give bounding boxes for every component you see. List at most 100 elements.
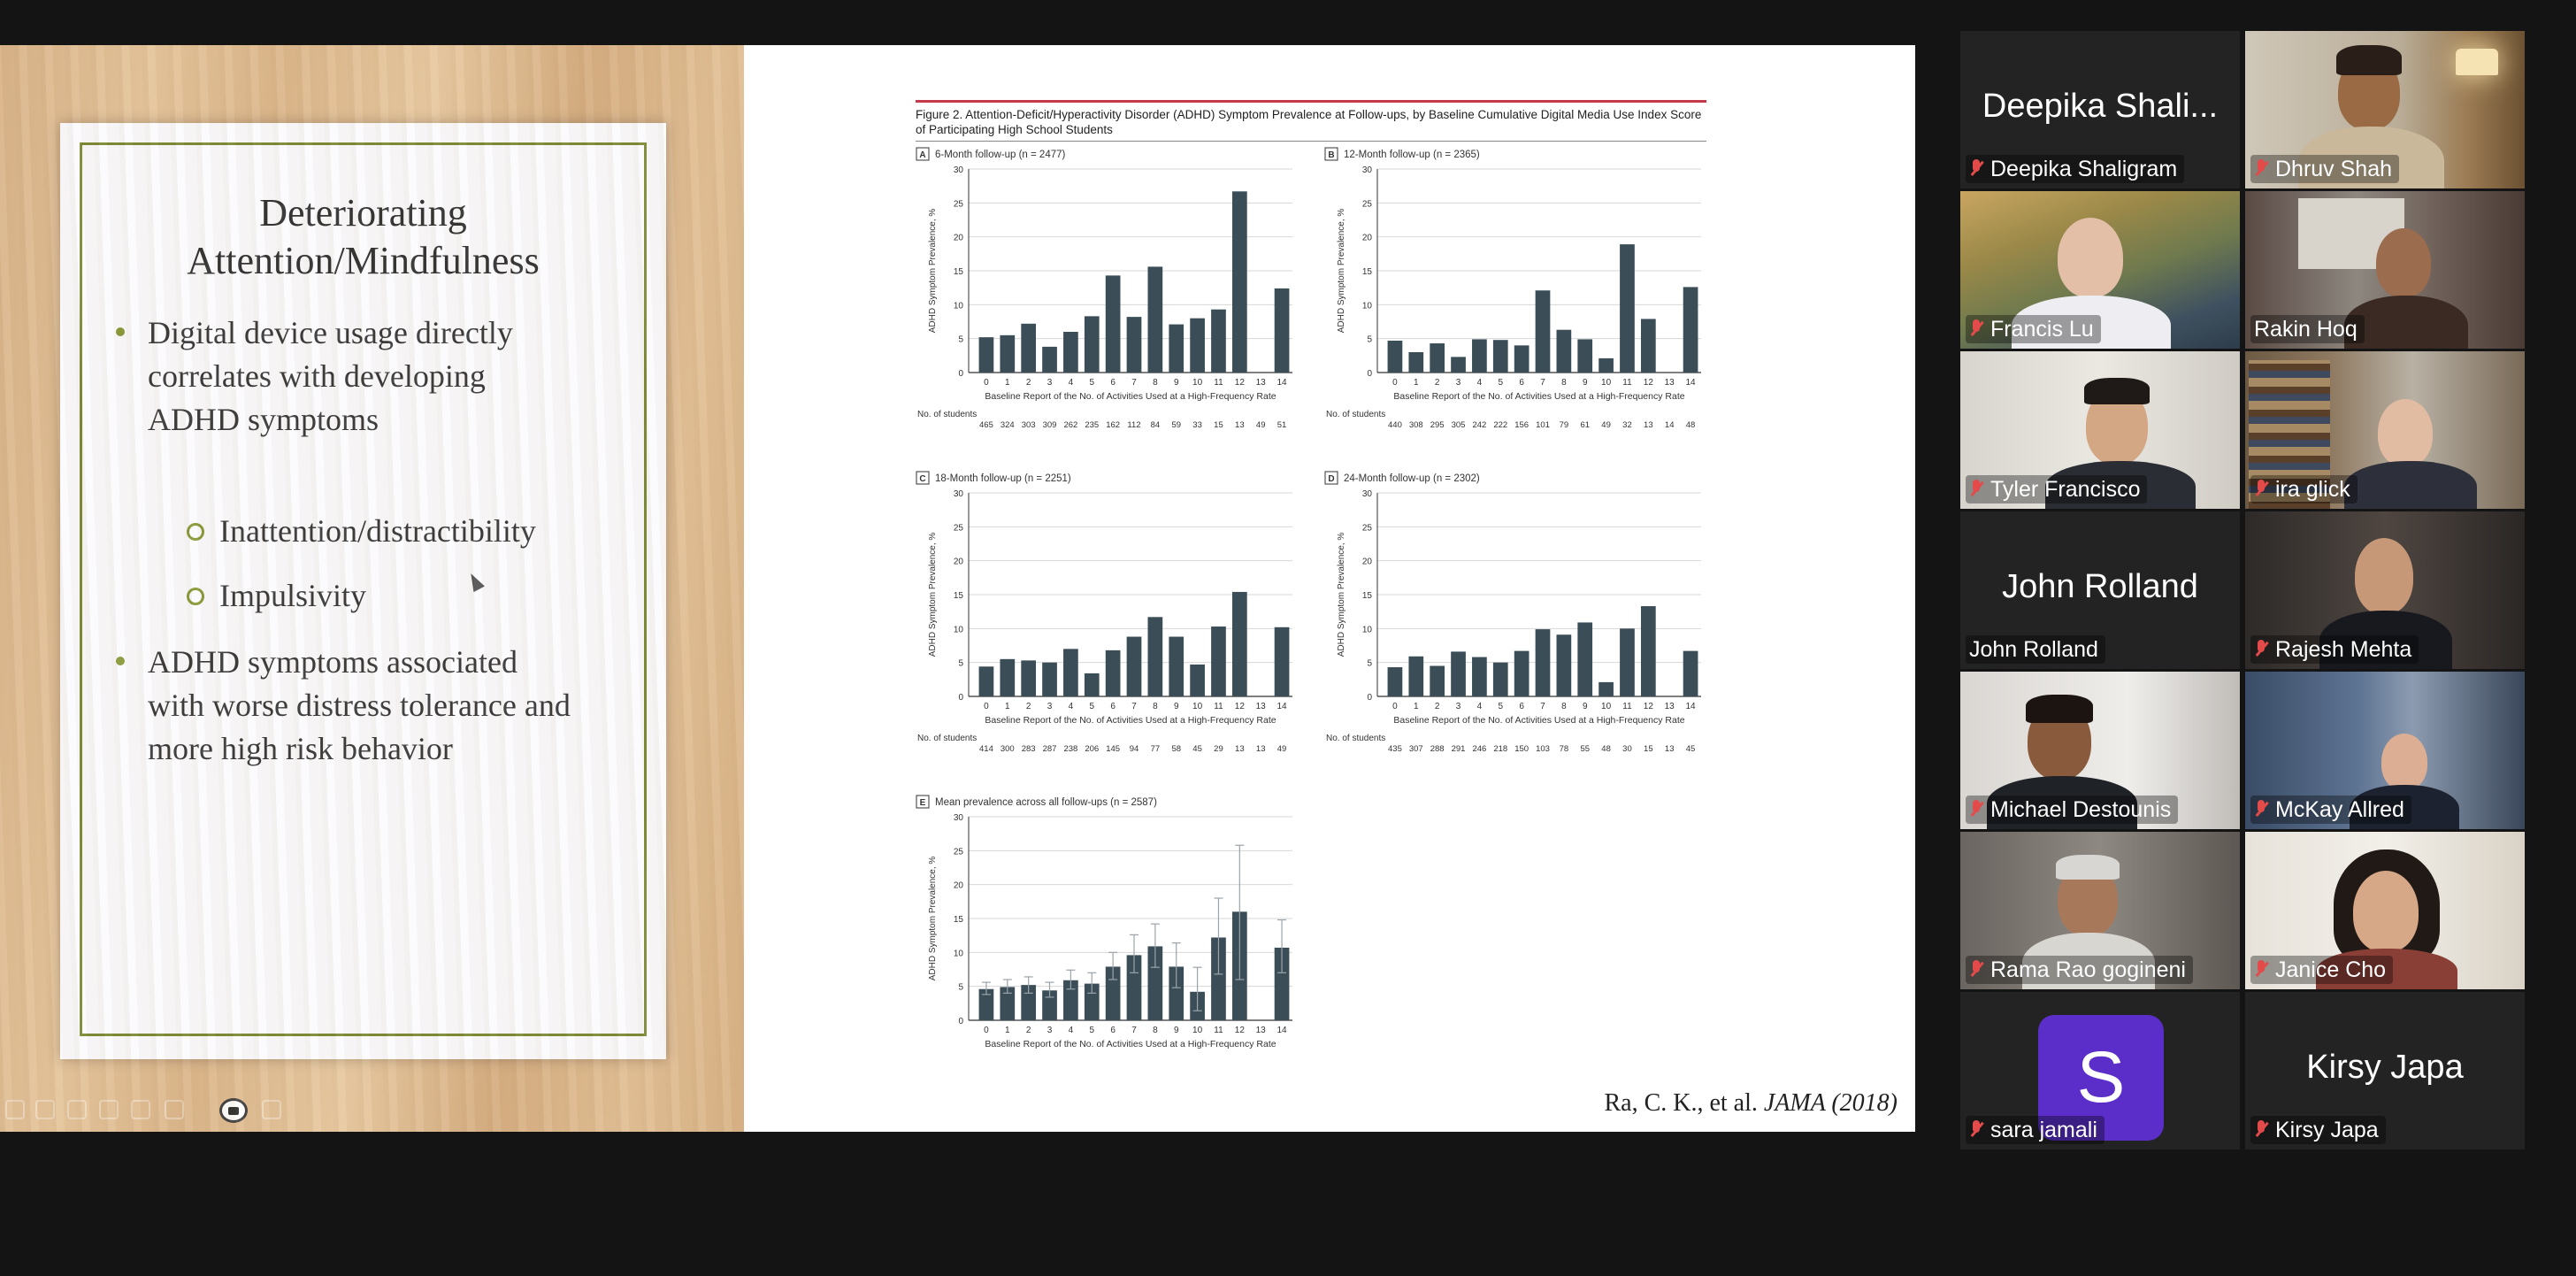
y-tick-label: 25 <box>954 847 964 857</box>
y-tick-label: 30 <box>1362 489 1373 499</box>
x-tick-label: 14 <box>1277 378 1288 388</box>
y-axis-label: ADHD Symptom Prevalence, % <box>1337 533 1346 657</box>
y-tick-label: 25 <box>954 199 964 209</box>
prev-icon[interactable] <box>5 1100 25 1119</box>
y-tick-label: 20 <box>954 557 964 567</box>
participant-label: Francis Lu <box>1966 315 2101 343</box>
x-tick-label: 8 <box>1153 378 1158 388</box>
participant-tile-active-speaker[interactable]: Rakin Hoq <box>2245 191 2525 349</box>
y-tick-label: 15 <box>1362 267 1373 277</box>
x-tick-label: 12 <box>1235 702 1246 711</box>
y-tick-label: 5 <box>1367 335 1372 345</box>
students-count: 49 <box>1601 420 1611 430</box>
x-tick-label: 10 <box>1601 378 1612 388</box>
person-body <box>2298 127 2444 188</box>
subtitle-icon[interactable] <box>165 1100 184 1119</box>
bar <box>1063 332 1078 373</box>
bar <box>1683 287 1698 373</box>
person-body <box>2344 296 2468 349</box>
y-tick-label: 30 <box>1362 165 1373 175</box>
participant-tile[interactable]: Rajesh Mehta <box>2245 511 2525 669</box>
x-tick-label: 13 <box>1256 378 1267 388</box>
x-tick-label: 9 <box>1583 702 1588 711</box>
panel-letter-box <box>916 147 930 161</box>
bar <box>1000 658 1016 696</box>
bar <box>1274 626 1290 696</box>
x-tick-label: 9 <box>1174 378 1179 388</box>
participant-tile[interactable]: John Rolland John Rolland <box>1960 511 2240 669</box>
participant-tile[interactable]: Dhruv Shah <box>2245 31 2525 188</box>
bar <box>978 337 994 373</box>
sub-bullet-ring <box>187 588 204 605</box>
participant-tile[interactable]: Rama Rao gogineni <box>1960 832 2240 989</box>
video-feed <box>1960 191 2240 349</box>
person-face <box>2381 734 2427 790</box>
students-count: 45 <box>1686 744 1696 754</box>
participant-tile[interactable]: ira glick <box>2245 351 2525 509</box>
students-count: 435 <box>1388 744 1402 754</box>
participant-tile[interactable]: S sara jamali <box>1960 992 2240 1149</box>
mic-muted-icon <box>2254 480 2268 499</box>
x-tick-label: 8 <box>1561 378 1567 388</box>
panel-title: 18-Month follow-up (n = 2251) <box>935 473 1071 484</box>
participant-tile[interactable]: Deepika Shali... Deepika Shaligram <box>1960 31 2240 188</box>
participant-label: McKay Allred <box>2250 796 2411 824</box>
video-feed <box>2245 191 2525 349</box>
grid-icon[interactable] <box>99 1100 119 1119</box>
bar <box>1577 339 1593 373</box>
students-count: 77 <box>1151 744 1161 754</box>
camera-icon[interactable] <box>219 1098 248 1123</box>
panel-letter: A <box>919 150 925 160</box>
bar <box>1211 626 1226 696</box>
participant-tile[interactable]: Michael Destounis <box>1960 672 2240 829</box>
participant-tile[interactable]: Kirsy Japa Kirsy Japa <box>2245 992 2525 1149</box>
lamp <box>2456 49 2498 75</box>
x-tick-label: 1 <box>1005 1026 1010 1035</box>
x-tick-label: 7 <box>1131 378 1137 388</box>
citation-authors: Ra, C. K., et al. <box>1604 1089 1758 1117</box>
more-icon[interactable] <box>262 1100 281 1119</box>
bar <box>1514 650 1530 696</box>
participant-label: Janice Cho <box>2250 956 2394 984</box>
bar <box>1620 628 1635 696</box>
students-count: 414 <box>979 744 993 754</box>
mic-muted-icon <box>1969 480 1983 499</box>
x-tick-label: 4 <box>1477 702 1483 711</box>
y-tick-label: 30 <box>954 165 964 175</box>
x-tick-label: 5 <box>1498 702 1503 711</box>
bar <box>1451 651 1466 696</box>
pen-icon[interactable] <box>67 1100 87 1119</box>
x-tick-label: 14 <box>1277 1026 1288 1035</box>
x-tick-label: 11 <box>1214 378 1223 388</box>
students-count: 48 <box>1601 744 1611 754</box>
students-count: 59 <box>1171 420 1181 430</box>
bar <box>1598 357 1614 373</box>
zoom-icon[interactable] <box>131 1100 150 1119</box>
x-tick-label: 0 <box>984 378 989 388</box>
person-body <box>1987 776 2137 829</box>
x-tick-label: 9 <box>1583 378 1588 388</box>
x-tick-label: 10 <box>1192 702 1203 711</box>
participant-tile[interactable]: Janice Cho <box>2245 832 2525 989</box>
students-count: 55 <box>1580 744 1590 754</box>
participant-name: ira glick <box>2275 476 2350 502</box>
x-tick-label: 6 <box>1519 378 1524 388</box>
citation: Ra, C. K., et al. JAMA (2018) <box>1604 1089 1898 1118</box>
students-count: 101 <box>1536 420 1550 430</box>
next-icon[interactable] <box>35 1100 55 1119</box>
participant-label: Dhruv Shah <box>2250 155 2400 183</box>
bar <box>1063 649 1078 696</box>
students-count: 303 <box>1022 420 1036 430</box>
x-tick-label: 13 <box>1256 702 1267 711</box>
mic-muted-icon <box>1969 1120 1983 1140</box>
y-tick-label: 5 <box>1367 659 1372 669</box>
participant-tile[interactable]: McKay Allred <box>2245 672 2525 829</box>
person-face <box>2376 228 2431 297</box>
bar <box>1147 617 1163 696</box>
students-count: 30 <box>1622 744 1632 754</box>
participant-name: Janice Cho <box>2275 957 2387 982</box>
participant-tile[interactable]: Francis Lu <box>1960 191 2240 349</box>
participant-tile[interactable]: Tyler Francisco <box>1960 351 2240 509</box>
bar <box>1211 937 1226 1020</box>
hair <box>2026 695 2093 723</box>
